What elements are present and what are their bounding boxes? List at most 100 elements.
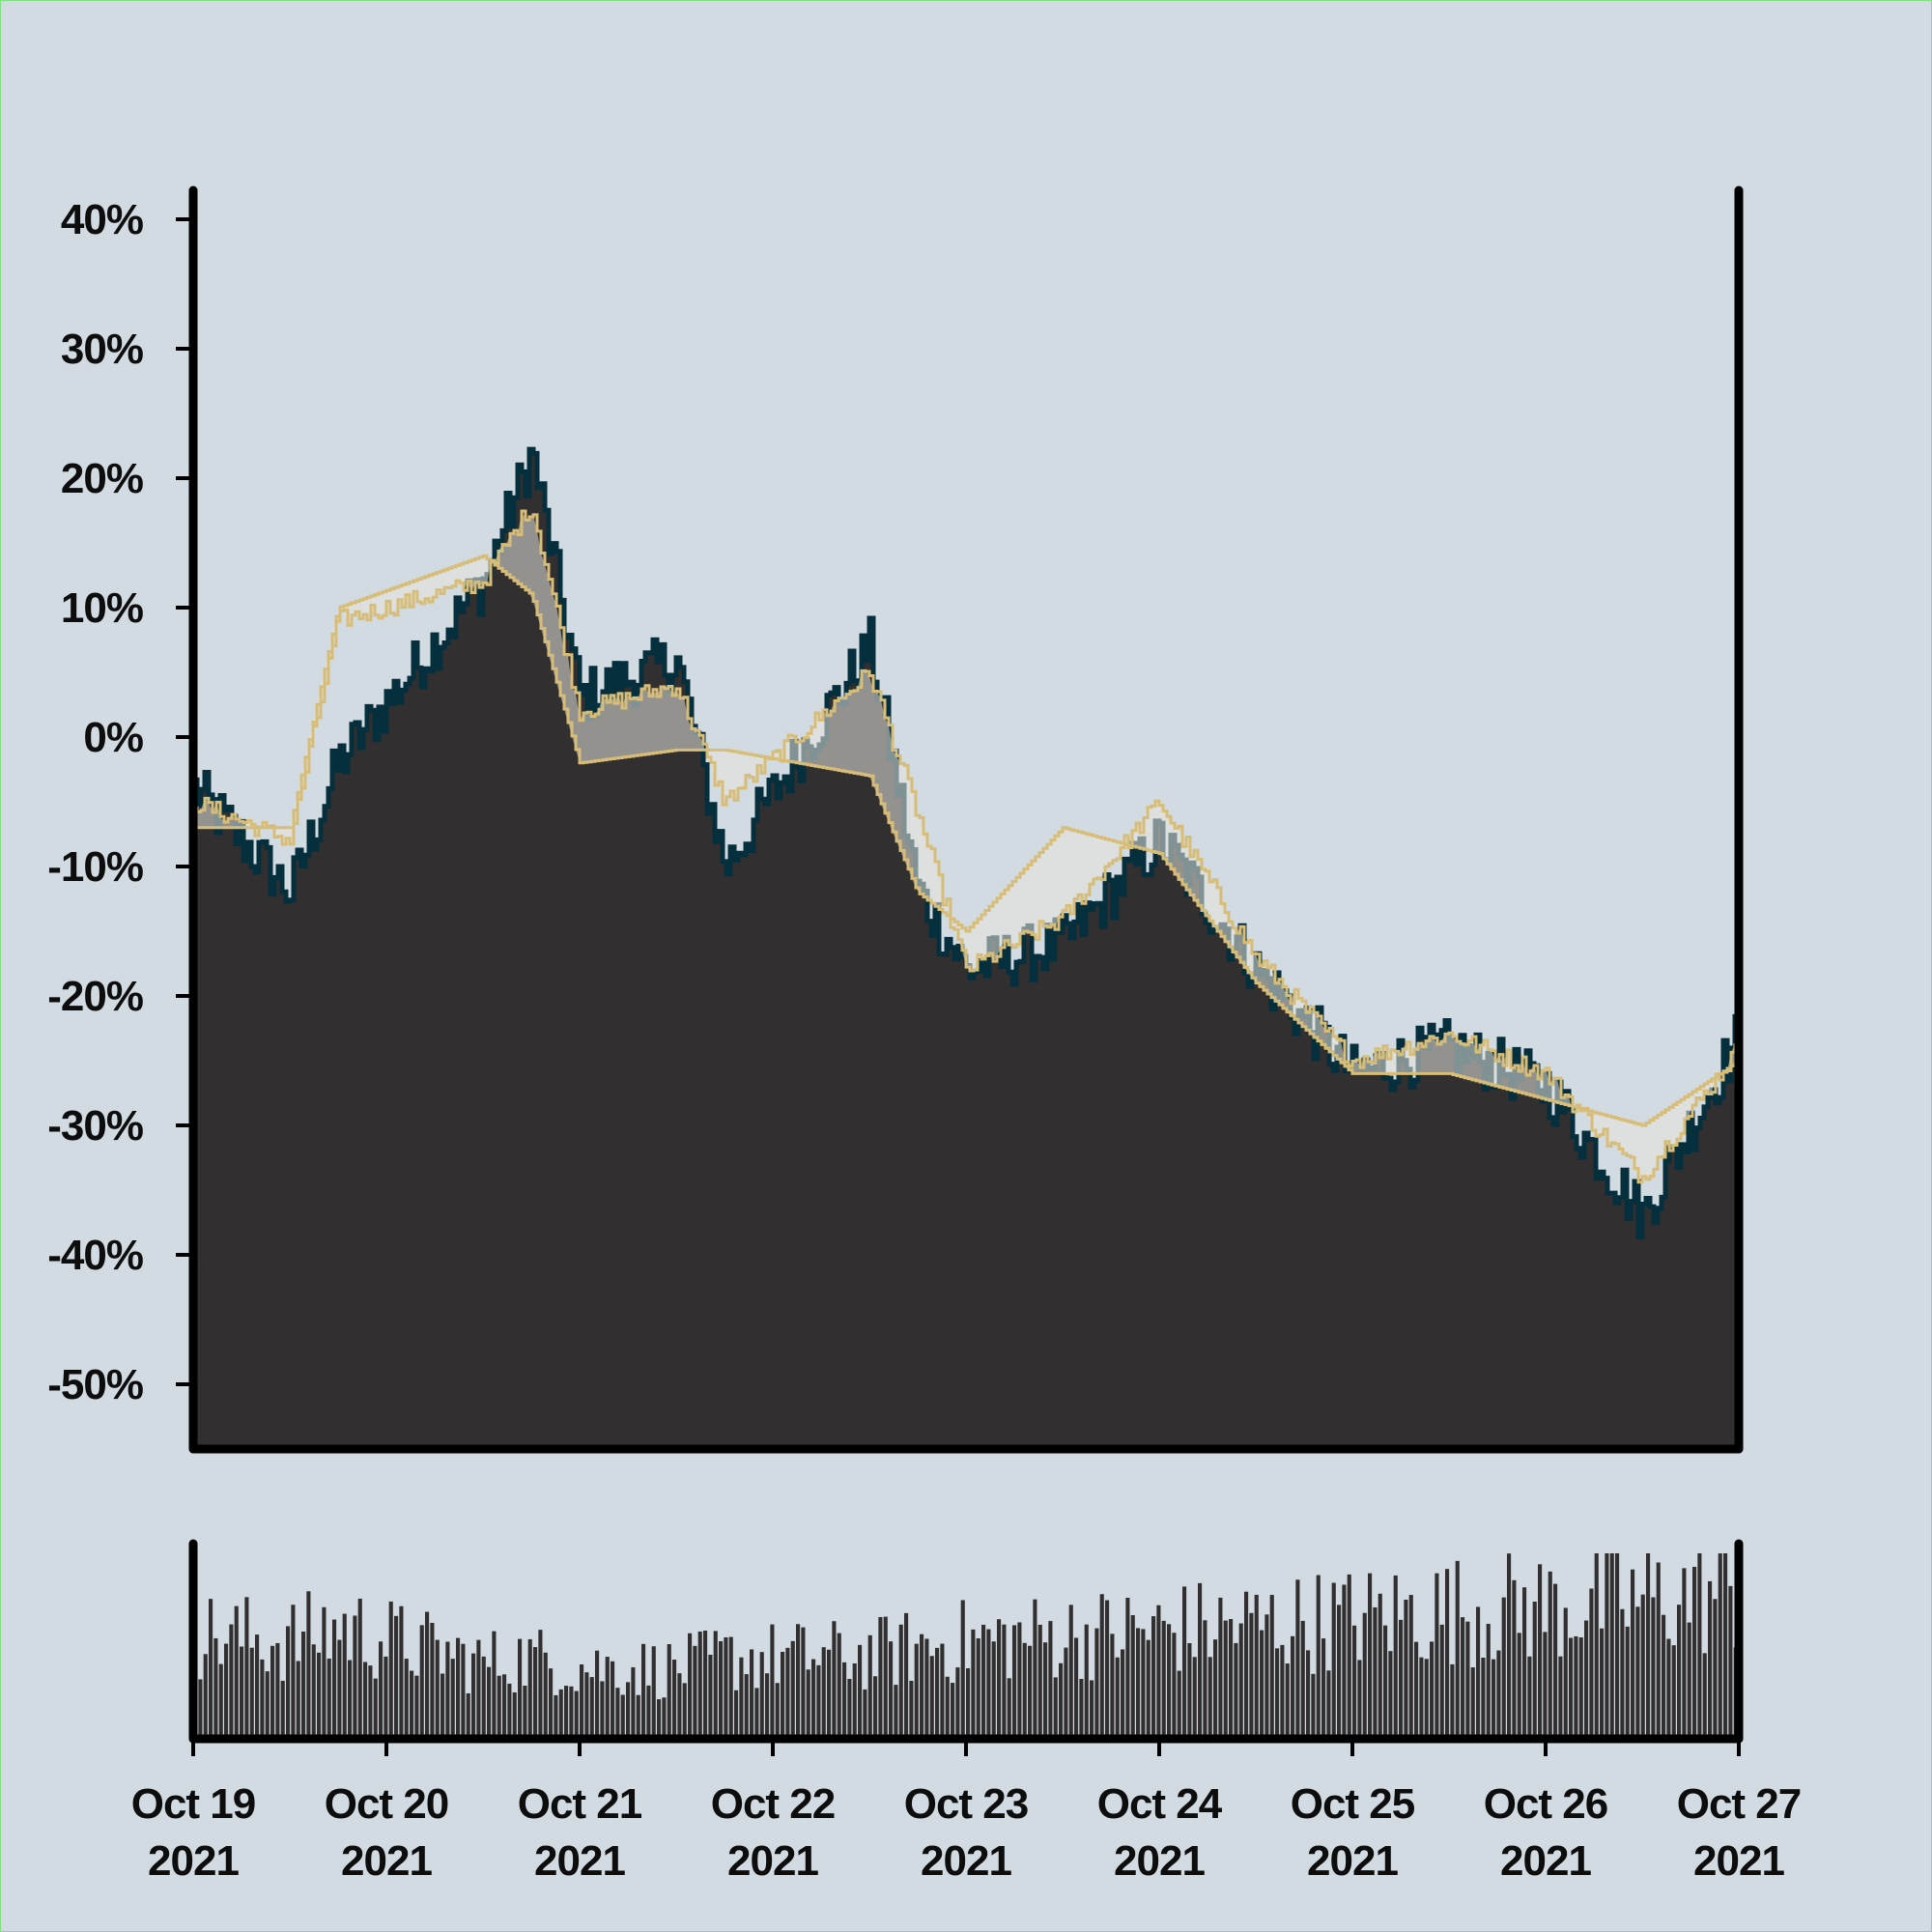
volume-bar: [1321, 1638, 1326, 1739]
volume-bar: [672, 1660, 677, 1739]
volume-bar: [1496, 1650, 1501, 1739]
volume-bar: [734, 1690, 739, 1739]
volume-bar: [750, 1649, 754, 1739]
volume-bar: [1260, 1630, 1264, 1739]
volume-bar: [981, 1624, 986, 1739]
volume-bar: [574, 1690, 579, 1739]
y-tick-label: 30%: [61, 326, 143, 373]
volume-bar: [873, 1676, 878, 1739]
volume-bar: [523, 1685, 527, 1739]
volume-bar: [353, 1615, 357, 1739]
volume-bar: [580, 1664, 584, 1739]
volume-bar: [317, 1652, 322, 1739]
volume-bar: [1244, 1591, 1249, 1739]
volume-bar: [1352, 1625, 1357, 1739]
volume-bar: [1182, 1586, 1187, 1739]
volume-bar: [1682, 1568, 1687, 1739]
volume-bar: [852, 1662, 857, 1739]
volume-bar: [229, 1624, 234, 1739]
volume-bar: [296, 1661, 300, 1739]
volume-bar: [728, 1636, 733, 1739]
volume-bar: [796, 1624, 801, 1739]
volume-bar: [1543, 1632, 1548, 1739]
volume-bar: [940, 1643, 945, 1739]
volume-bar: [595, 1650, 600, 1739]
volume-bar: [898, 1624, 903, 1739]
volume-bar: [1208, 1657, 1212, 1739]
volume-bar: [688, 1633, 693, 1739]
volume-bar: [1424, 1659, 1429, 1739]
volume-bar: [611, 1661, 615, 1739]
volume-bar: [1378, 1593, 1382, 1739]
volume-bar: [863, 1689, 867, 1739]
y-axis: 40% 30% 20% 10% 0% -10% -20% -30% -40% -50%: [47, 196, 193, 1408]
volume-bar: [811, 1659, 816, 1739]
volume-bar: [1141, 1629, 1146, 1739]
volume-bar: [1337, 1605, 1342, 1739]
volume-bar: [1306, 1650, 1311, 1739]
volume-bar: [759, 1652, 764, 1739]
volume-bar: [388, 1601, 393, 1739]
volume-bar: [348, 1660, 353, 1739]
volume-bar: [1074, 1637, 1079, 1739]
volume-bar: [218, 1663, 223, 1739]
volume-bar: [1326, 1670, 1331, 1739]
volume-bar: [816, 1664, 821, 1739]
volume-bar: [1229, 1618, 1234, 1739]
x-tick-label-year: 2021: [1114, 1837, 1205, 1885]
volume-bar: [770, 1624, 775, 1739]
volume-bar: [858, 1644, 863, 1739]
x-tick-label-date: Oct 25: [1291, 1780, 1415, 1828]
volume-bar: [1408, 1595, 1413, 1739]
volume-bar: [1470, 1667, 1475, 1739]
volume-bar: [1136, 1628, 1141, 1739]
volume-bar: [754, 1688, 759, 1739]
volume-bar: [1094, 1628, 1099, 1739]
x-tick-label-year: 2021: [1307, 1837, 1398, 1885]
volume-bar: [1280, 1644, 1285, 1739]
volume-bar: [1538, 1564, 1543, 1739]
y-tick-label: -30%: [47, 1102, 143, 1150]
volume-bar: [832, 1621, 837, 1739]
volume-bar: [1002, 1624, 1007, 1739]
x-tick-label-year: 2021: [534, 1837, 625, 1885]
volume-bar: [213, 1637, 218, 1739]
volume-bar: [1589, 1588, 1594, 1739]
volume-bar: [646, 1685, 651, 1739]
volume-bar: [357, 1598, 362, 1739]
volume-bar: [615, 1688, 620, 1739]
x-tick-label-year: 2021: [1693, 1837, 1784, 1885]
volume-bar: [1532, 1601, 1537, 1739]
volume-bar: [945, 1676, 950, 1739]
volume-bar: [1393, 1575, 1398, 1739]
x-tick-label-date: Oct 19: [131, 1780, 256, 1828]
volume-bar: [1620, 1608, 1625, 1739]
volume-bar: [657, 1699, 662, 1739]
volume-bar: [1125, 1598, 1130, 1739]
volume-bar: [1213, 1639, 1218, 1739]
volume-bar: [785, 1647, 790, 1739]
volume-bar: [1563, 1607, 1568, 1739]
volume-bar: [1121, 1649, 1125, 1739]
y-tick-label: -50%: [47, 1361, 143, 1408]
volume-bar: [1084, 1624, 1089, 1739]
x-axis: Oct 19 2021 Oct 20 2021 Oct 21 2021 Oct 22 2021…: [131, 1739, 1802, 1885]
volume-bar: [677, 1673, 682, 1739]
volume-bar: [1156, 1605, 1161, 1739]
volume-bar: [1631, 1569, 1635, 1739]
y-tick-label: -10%: [47, 843, 143, 891]
volume-bar: [878, 1616, 883, 1739]
volume-bar: [1218, 1597, 1223, 1739]
volume-bar: [1646, 1553, 1651, 1739]
volume-bar: [435, 1639, 440, 1739]
volume-bar: [1234, 1642, 1238, 1739]
volume-bar: [265, 1671, 270, 1739]
volume-bar: [724, 1636, 728, 1739]
volume-bar: [1522, 1587, 1527, 1739]
volume-bar: [914, 1643, 919, 1739]
volume-bar: [739, 1657, 744, 1739]
volume-bar: [327, 1658, 331, 1739]
volume-bar: [244, 1597, 249, 1739]
volume-bar: [667, 1644, 671, 1739]
volume-bar: [275, 1642, 280, 1739]
